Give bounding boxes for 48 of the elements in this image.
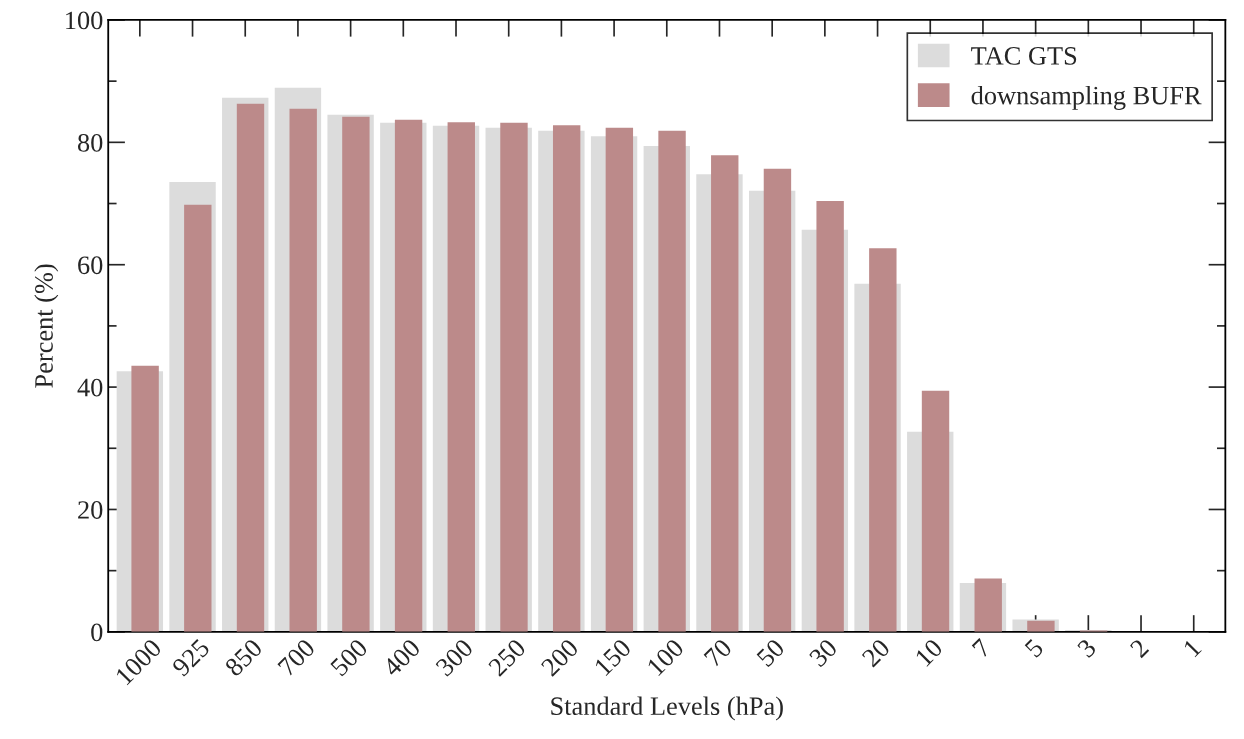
x-tick-label: 400 (381, 637, 422, 678)
bar (184, 204, 212, 632)
x-tick-label: 925 (171, 638, 211, 678)
y-tick-label: 100 (66, 11, 103, 30)
legend-label: downsampling BUFR (971, 85, 1202, 110)
bar (974, 578, 1002, 632)
x-tick-label: 5 (1024, 638, 1045, 659)
x-tick-label: 200 (540, 637, 580, 678)
x-tick-label: 300 (434, 637, 474, 677)
x-tick-label: 3 (1076, 638, 1097, 659)
x-tick-label: 2 (1129, 638, 1150, 659)
bar (289, 108, 317, 632)
bar (711, 155, 739, 632)
x-tick-label: 20 (861, 637, 891, 668)
y-tick-label: 20 (78, 501, 103, 519)
x-tick-label: 7 (971, 637, 992, 658)
x-tick-label: 50 (756, 637, 786, 668)
bar (816, 201, 844, 632)
bar (447, 122, 475, 632)
bar (552, 125, 581, 632)
y-tick-label: 60 (78, 256, 103, 275)
x-tick-label: 1 (1182, 638, 1202, 658)
bar (921, 390, 950, 632)
legend-label: TAC GTS (971, 47, 1077, 65)
y-tick-label: 40 (77, 378, 103, 397)
y-axis-title: Percent (%) (34, 264, 59, 388)
x-tick-label: 70 (703, 637, 733, 668)
bar (1027, 620, 1055, 632)
x-axis-title: Standard Levels (hPa) (551, 696, 783, 721)
bar (605, 127, 634, 632)
bar (763, 168, 792, 632)
x-tick-label: 30 (808, 637, 839, 668)
x-tick-label: 700 (277, 637, 316, 677)
bar (500, 122, 528, 632)
y-tick-label: 0 (91, 623, 103, 642)
x-tick-label: 250 (487, 637, 527, 678)
y-tick-label: 80 (77, 133, 103, 152)
x-tick-label: 100 (646, 637, 685, 677)
x-tick-label: 850 (224, 637, 264, 678)
x-tick-label: 500 (329, 637, 369, 677)
bar (658, 130, 686, 632)
bar (131, 365, 159, 632)
bar (869, 248, 897, 632)
bar (342, 116, 370, 632)
bar (236, 103, 265, 632)
bar (394, 119, 423, 632)
x-tick-label: 10 (914, 637, 944, 667)
x-tick-label: 150 (593, 637, 633, 677)
